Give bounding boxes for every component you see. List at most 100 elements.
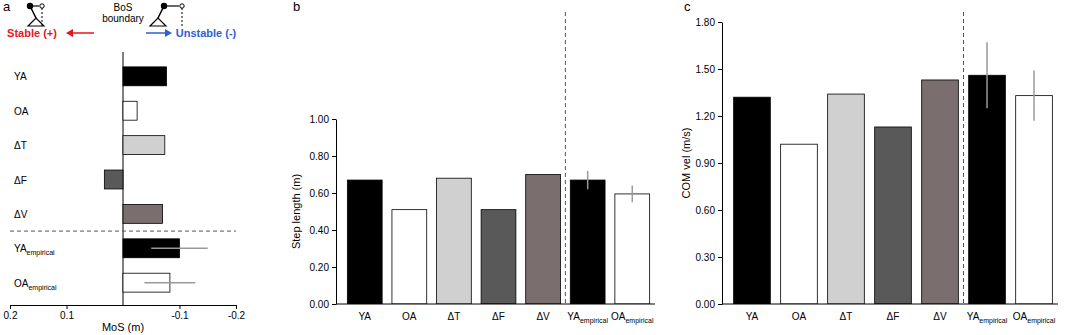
tick-mark <box>718 257 722 258</box>
category-label: YAempirical <box>14 243 55 257</box>
tick-label: 0.00 <box>310 299 330 310</box>
arrow <box>146 32 167 34</box>
tick: 0.1 <box>60 305 74 321</box>
category-label: ΔT <box>448 311 461 322</box>
arrow <box>71 32 94 34</box>
error-bar <box>151 248 208 250</box>
arrow-head <box>66 29 73 37</box>
tick-mark <box>180 305 181 309</box>
category-label: YA <box>746 311 759 322</box>
bar <box>123 67 167 86</box>
category-label: ΔF <box>492 311 505 322</box>
tick-label: 0.60 <box>696 205 716 216</box>
icon-xcom <box>180 4 184 8</box>
category-label: ΔT <box>840 311 853 322</box>
tick: 0.00 <box>310 299 336 310</box>
bar <box>828 94 865 304</box>
icon <box>27 3 44 26</box>
tick-mark <box>718 22 722 23</box>
bar <box>481 210 516 304</box>
tick-mark <box>332 230 336 231</box>
icon <box>150 3 184 26</box>
bar <box>615 194 650 304</box>
tick-mark <box>332 119 336 120</box>
arrow-head <box>165 29 172 37</box>
bar <box>781 144 818 304</box>
plot-area <box>347 171 649 304</box>
separator <box>565 12 566 304</box>
bar <box>347 180 382 304</box>
tick: 1.50 <box>696 64 722 75</box>
category-label: OA <box>14 106 29 117</box>
tick-mark <box>718 210 722 211</box>
bar <box>969 75 1006 304</box>
error-bar <box>632 186 634 203</box>
tick-label: -0.2 <box>228 310 246 321</box>
separator <box>963 12 964 304</box>
category-label: OAempirical <box>1013 311 1056 325</box>
category-label: OAempirical <box>611 311 654 325</box>
axis-line <box>336 120 337 305</box>
tick-mark <box>718 163 722 164</box>
icon-foot <box>150 18 166 26</box>
tick-mark <box>718 304 722 305</box>
plot-area <box>104 67 207 292</box>
tick-label: -0.1 <box>171 310 189 321</box>
bar <box>570 180 605 304</box>
axis: 0.2 0.1 -0.1 -0.2 <box>4 305 246 321</box>
bar <box>875 127 912 304</box>
tick-label: 0.60 <box>310 188 330 199</box>
tick-mark <box>236 305 237 309</box>
panel-label: c <box>684 0 691 14</box>
tick: -0.1 <box>171 305 189 321</box>
bar <box>922 80 959 304</box>
category-label: OA <box>792 311 807 322</box>
bar <box>104 170 123 189</box>
category-label: YA <box>358 311 371 322</box>
panel: bYAOAΔTΔFΔVYAempiricalOAempirical0.000.2… <box>290 0 655 325</box>
category-label: OAempirical <box>14 278 57 292</box>
tick-label: 0.1 <box>60 310 74 321</box>
tick: 0.80 <box>310 151 336 162</box>
category-label: ΔF <box>14 175 27 186</box>
tick: 1.20 <box>696 111 722 122</box>
tick-mark <box>67 305 68 309</box>
panel-label: b <box>293 0 300 14</box>
separator <box>10 231 236 232</box>
tick-mark <box>332 304 336 305</box>
tick: 0.60 <box>696 205 722 216</box>
category-label: ΔF <box>887 311 900 322</box>
annotation: BoSboundary <box>102 2 144 24</box>
tick: 0.60 <box>310 188 336 199</box>
tick-label: 0.00 <box>696 299 716 310</box>
icon-arrow <box>164 5 179 6</box>
axis-line <box>722 23 723 305</box>
tick-mark <box>332 267 336 268</box>
error-bar <box>986 42 988 108</box>
category-label: YAempirical <box>567 311 608 325</box>
figure: aYAOAΔTΔFΔVYAempiricalOAempirical0.20.1-… <box>0 0 1065 335</box>
tick-label: 0.40 <box>310 225 330 236</box>
tick: -0.2 <box>228 305 246 321</box>
icon-projection <box>42 8 43 26</box>
x-axis-line <box>722 304 1058 305</box>
tick-label: 0.80 <box>310 151 330 162</box>
tick-mark <box>718 116 722 117</box>
tick-mark <box>332 156 336 157</box>
tick: 0.20 <box>310 262 336 273</box>
tick-mark <box>718 69 722 70</box>
tick-label: 0.30 <box>696 252 716 263</box>
tick-label: 0.2 <box>4 310 18 321</box>
category-label: ΔV <box>933 311 947 322</box>
axis-title: MoS (m) <box>102 321 144 333</box>
panel: aYAOAΔTΔFΔVYAempiricalOAempirical0.20.1-… <box>3 0 246 333</box>
tick-label: 1.00 <box>310 114 330 125</box>
bar <box>123 136 165 155</box>
category-label: ΔT <box>14 140 27 151</box>
bar <box>392 210 427 304</box>
plot-area <box>734 42 1053 304</box>
tick: 0.40 <box>310 225 336 236</box>
icon-arrow <box>30 5 39 6</box>
tick: 0.30 <box>696 252 722 263</box>
category-label: ΔV <box>536 311 550 322</box>
